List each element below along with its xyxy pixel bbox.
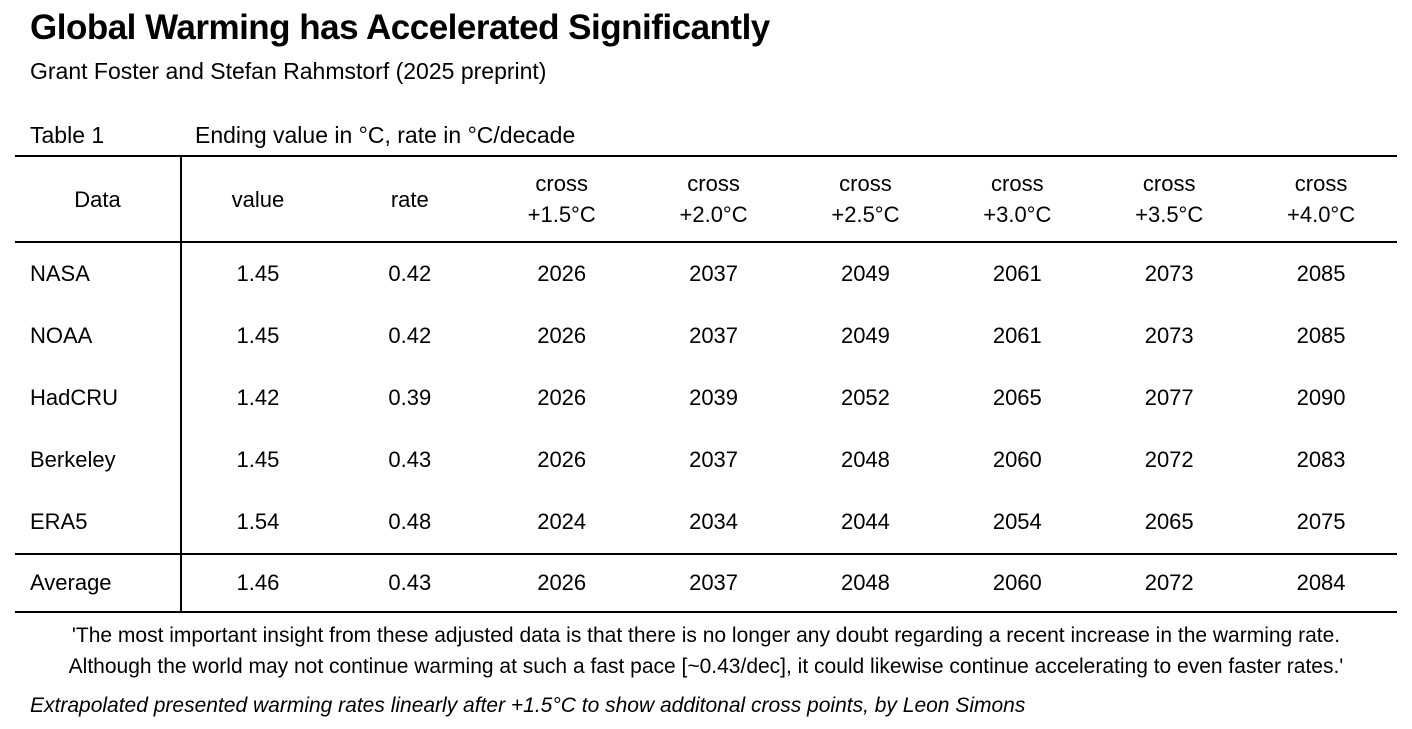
col-header-line2: +4.0°C [1287, 202, 1356, 227]
table-cell: 2061 [992, 261, 1042, 286]
table-cell: 2085 [1296, 261, 1346, 286]
col-header-cross-3-5: cross +3.5°C [1093, 157, 1245, 241]
table-caption-label: Table 1 [30, 122, 105, 148]
table-cell: 1.42 [236, 385, 280, 410]
table-cell: 2073 [1144, 261, 1194, 286]
table-row: NASA 1.45 0.42 2026 2037 2049 2061 2073 … [15, 243, 1397, 305]
table-cell: 2039 [689, 385, 739, 410]
col-header-data: Data [15, 157, 182, 241]
table-row: Berkeley 1.45 0.43 2026 2037 2048 2060 2… [15, 429, 1397, 491]
table-row: Average 1.46 0.43 2026 2037 2048 2060 20… [15, 553, 1397, 613]
table-cell: 2075 [1296, 509, 1346, 534]
table-cell: 2048 [840, 447, 890, 472]
col-header-line2: +2.5°C [831, 202, 900, 227]
col-header-cross-3-0: cross +3.0°C [941, 157, 1093, 241]
col-header-value: value [231, 186, 285, 212]
table-cell: 2026 [537, 385, 587, 410]
table-cell: 2060 [992, 447, 1042, 472]
col-header-line1: cross [687, 171, 740, 196]
table-header-row: Data value rate cross +1.5°C cross +2.0°… [15, 155, 1397, 243]
row-label: NOAA [15, 305, 182, 367]
table-cell: 2044 [840, 509, 890, 534]
table-cell: 2060 [992, 570, 1042, 595]
col-header-line1: cross [535, 171, 588, 196]
table-row: ERA5 1.54 0.48 2024 2034 2044 2054 2065 … [15, 491, 1397, 553]
table-cell: 2054 [992, 509, 1042, 534]
table-cell: 1.45 [236, 323, 280, 348]
col-header-rate: rate [390, 186, 429, 212]
table-cell: 2072 [1144, 570, 1194, 595]
table-row: HadCRU 1.42 0.39 2026 2039 2052 2065 207… [15, 367, 1397, 429]
table-cell: 2048 [840, 570, 890, 595]
table-cell: 0.43 [388, 570, 432, 595]
table-cell: 0.48 [388, 509, 432, 534]
col-header-line2: +3.5°C [1135, 202, 1204, 227]
table-cell: 2083 [1296, 447, 1346, 472]
table-cell: 2026 [537, 261, 587, 286]
table-cell: 2085 [1296, 323, 1346, 348]
col-header-cross-1-5: cross +1.5°C [486, 157, 638, 241]
col-header-cross-4-0: cross +4.0°C [1245, 157, 1397, 241]
table-cell: 1.45 [236, 447, 280, 472]
quote-block: 'The most important insight from these a… [15, 620, 1397, 682]
table-cell: 2034 [689, 509, 739, 534]
table-cell: 2052 [840, 385, 890, 410]
table-cell: 1.45 [236, 261, 280, 286]
row-label: ERA5 [15, 491, 182, 553]
table-row: NOAA 1.45 0.42 2026 2037 2049 2061 2073 … [15, 305, 1397, 367]
table-cell: 2072 [1144, 447, 1194, 472]
quote-line-2: Although the world may not continue warm… [68, 655, 1344, 678]
table-cell: 2073 [1144, 323, 1194, 348]
table-cell: 2026 [537, 323, 587, 348]
table-cell: 0.43 [388, 447, 432, 472]
col-header-cross-2-5: cross +2.5°C [790, 157, 942, 241]
table-cell: 2026 [537, 447, 587, 472]
row-label: Berkeley [15, 429, 182, 491]
table-cell: 2084 [1296, 570, 1346, 595]
row-label: NASA [15, 243, 182, 305]
table-cell: 1.46 [236, 570, 280, 595]
attribution-note: Extrapolated presented warming rates lin… [30, 694, 1026, 717]
row-label: HadCRU [15, 367, 182, 429]
row-label: Average [15, 555, 182, 611]
col-header-line1: cross [1294, 171, 1348, 196]
table-cell: 0.42 [388, 261, 432, 286]
quote-line-1: 'The most important insight from these a… [71, 624, 1341, 647]
data-table: Data value rate cross +1.5°C cross +2.0°… [15, 155, 1397, 613]
page-title: Global Warming has Accelerated Significa… [30, 8, 770, 47]
col-header-line2: +3.0°C [983, 202, 1052, 227]
table-cell: 2037 [689, 323, 739, 348]
table-cell: 2061 [992, 323, 1042, 348]
table-cell: 2024 [537, 509, 587, 534]
col-header-cross-2-0: cross +2.0°C [638, 157, 790, 241]
table-caption-text: Ending value in °C, rate in °C/decade [195, 122, 576, 148]
col-header-line1: cross [991, 171, 1044, 196]
col-header-line2: +1.5°C [527, 202, 596, 227]
table-cell: 2037 [689, 570, 739, 595]
table-cell: 2077 [1144, 385, 1194, 410]
col-header-line1: cross [1142, 171, 1196, 196]
table-cell: 0.42 [388, 323, 432, 348]
table-cell: 2037 [689, 261, 739, 286]
col-header-line2: +2.0°C [679, 202, 748, 227]
table-cell: 2065 [1144, 509, 1194, 534]
table-cell: 1.54 [236, 509, 280, 534]
table-cell: 2065 [992, 385, 1042, 410]
table-cell: 2090 [1296, 385, 1346, 410]
table-cell: 2037 [689, 447, 739, 472]
table-cell: 2049 [840, 323, 890, 348]
col-header-line1: cross [839, 171, 892, 196]
table-cell: 2026 [537, 570, 587, 595]
table-cell: 2049 [840, 261, 890, 286]
table-cell: 0.39 [388, 385, 432, 410]
page-subtitle: Grant Foster and Stefan Rahmstorf (2025 … [30, 58, 547, 84]
table-body: NASA 1.45 0.42 2026 2037 2049 2061 2073 … [15, 243, 1397, 613]
